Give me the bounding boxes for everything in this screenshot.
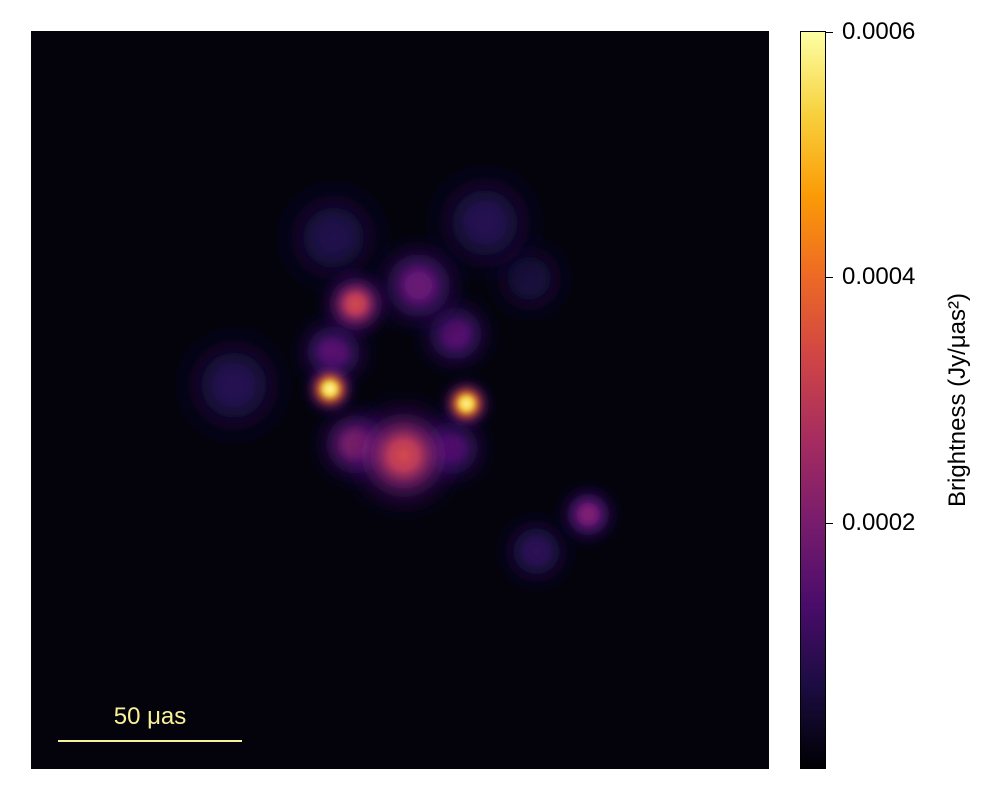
colorbar-tick-mark [825,277,833,278]
colorbar-tick-mark [825,32,833,33]
colorbar-tick-label: 0.0006 [842,18,916,45]
scale-bar-label: 50 μas [113,703,187,730]
emission-ring-top-left [300,248,412,360]
colorbar-tick-mark [825,523,833,524]
colorbar-title: Brightness (Jy/μas²) [944,293,971,507]
emission-ring-right-hotspot [427,364,506,443]
scale-bar-line [58,740,242,742]
colorbar-tick-label: 0.0002 [842,509,916,536]
sky-image: 50 μas [31,31,769,769]
emission-lower-right-blob [538,464,639,565]
brightness-map [31,31,769,769]
colorbar [800,31,826,769]
emission-ring-left-hotspot [291,350,369,428]
colorbar-tick-label: 0.0004 [842,263,916,290]
